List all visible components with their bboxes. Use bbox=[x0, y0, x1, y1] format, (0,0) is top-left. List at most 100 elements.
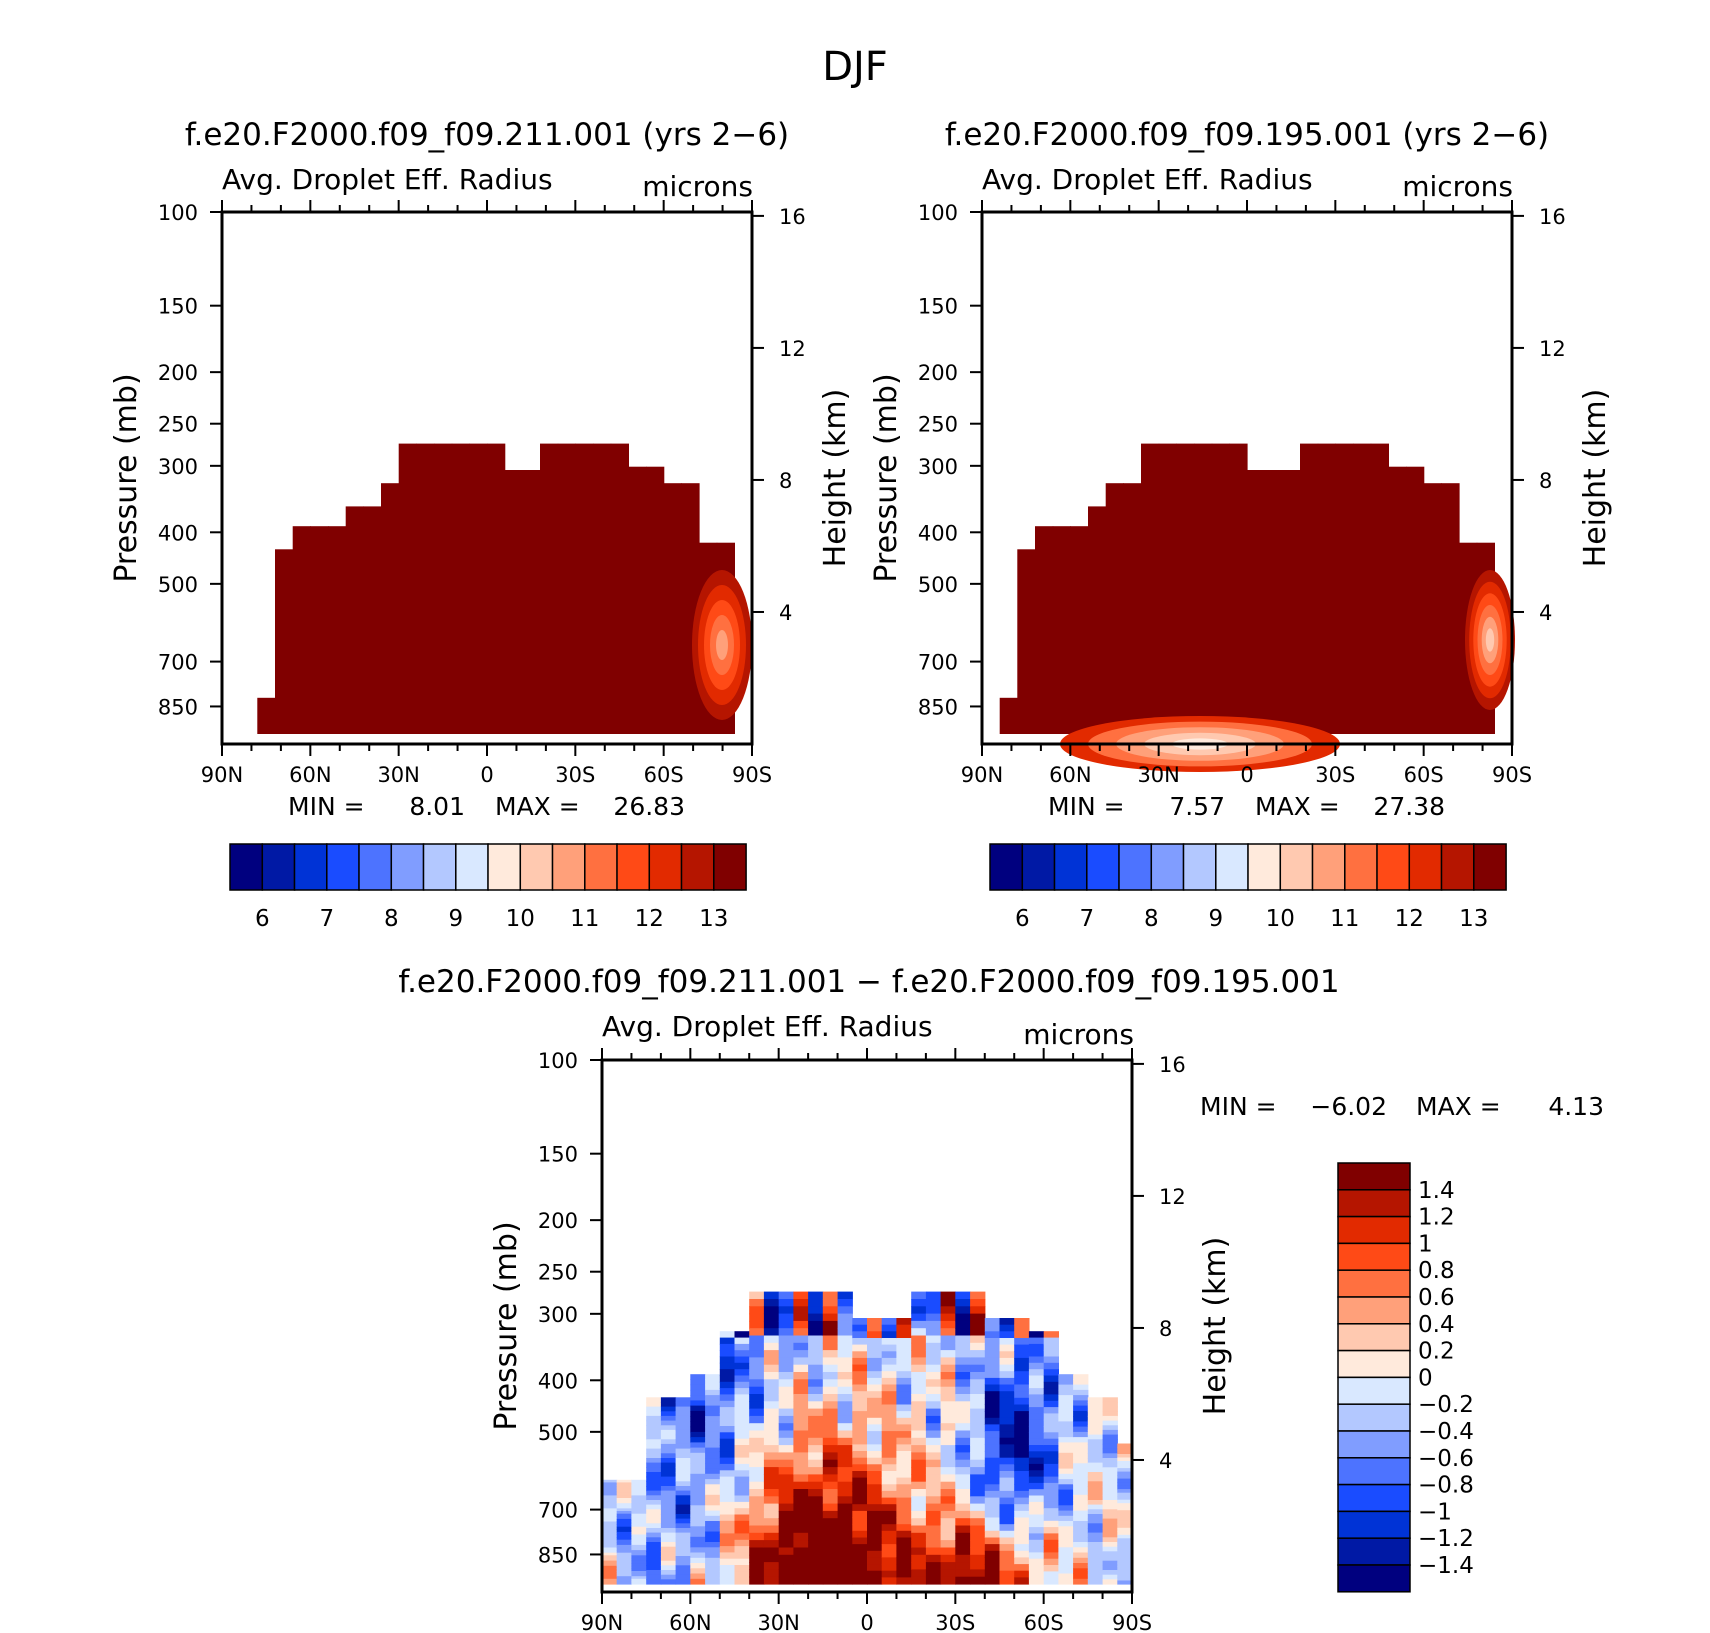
field-cell bbox=[1087, 1509, 1104, 1515]
field-cell bbox=[808, 1415, 824, 1424]
field-cell bbox=[749, 1379, 765, 1388]
field-cell bbox=[434, 443, 453, 734]
field-cell bbox=[837, 1518, 853, 1527]
panel-1-max-label: MAX = bbox=[495, 792, 580, 821]
field-cell bbox=[984, 1557, 1001, 1565]
field-cell bbox=[778, 1481, 794, 1490]
field-cell bbox=[778, 1299, 794, 1307]
field-cell bbox=[1058, 1494, 1074, 1501]
field-cell bbox=[1043, 1419, 1059, 1427]
field-cell bbox=[675, 1472, 691, 1478]
field-cell bbox=[778, 1430, 794, 1439]
panel-2: f.e20.F2000.f09_f09.195.001 (yrs 2−6) Av… bbox=[869, 117, 1613, 932]
field-cell bbox=[837, 1430, 853, 1439]
field-cell bbox=[778, 1364, 794, 1373]
field-cell bbox=[1070, 526, 1089, 734]
colorbar-label: 7 bbox=[319, 906, 334, 932]
field-cell bbox=[1141, 443, 1160, 734]
field-cell bbox=[1102, 1443, 1118, 1450]
x-tick-label: 90S bbox=[1492, 763, 1532, 787]
field-cell bbox=[734, 1381, 750, 1389]
field-cell bbox=[1158, 443, 1177, 734]
field-cell bbox=[911, 1328, 927, 1337]
field-cell bbox=[1102, 1560, 1118, 1566]
colorbar-box bbox=[713, 843, 747, 891]
field-cell bbox=[705, 1479, 721, 1485]
field-cell bbox=[1117, 1503, 1133, 1508]
field-cell bbox=[867, 1384, 883, 1392]
field-cell bbox=[646, 1472, 662, 1478]
field-cell bbox=[1058, 1526, 1074, 1533]
field-cell bbox=[719, 1369, 736, 1377]
field-cell bbox=[1028, 1533, 1045, 1541]
y-right-tick-label: 16 bbox=[1539, 205, 1566, 229]
field-cell bbox=[778, 1510, 794, 1519]
field-cell bbox=[984, 1490, 1001, 1499]
field-cell bbox=[705, 1405, 721, 1412]
field-cell bbox=[705, 1552, 721, 1559]
figure-title: DJF bbox=[822, 44, 888, 90]
field-cell bbox=[1058, 1431, 1074, 1438]
field-cell bbox=[734, 1539, 750, 1547]
field-cell bbox=[646, 1425, 662, 1431]
field-cell bbox=[749, 1496, 765, 1505]
field-cell bbox=[660, 1504, 677, 1510]
x-tick-label: 60N bbox=[289, 763, 331, 787]
field-cell bbox=[1043, 1508, 1059, 1516]
field-cell bbox=[955, 1554, 971, 1563]
field-cell bbox=[925, 1576, 942, 1585]
field-cell bbox=[925, 1452, 942, 1461]
field-cell bbox=[837, 1364, 853, 1373]
field-cell bbox=[955, 1379, 971, 1388]
colorbar-box bbox=[1118, 843, 1153, 891]
field-cell bbox=[705, 1515, 721, 1522]
field-cell bbox=[690, 1484, 706, 1491]
field-cell bbox=[1058, 1452, 1074, 1459]
field-cell bbox=[631, 1511, 647, 1515]
field-cell bbox=[616, 1555, 632, 1559]
field-cell bbox=[719, 1489, 736, 1497]
field-cell bbox=[616, 1547, 632, 1551]
field-cell bbox=[1014, 1338, 1030, 1346]
field-cell bbox=[955, 1510, 971, 1519]
field-cell bbox=[778, 1474, 794, 1483]
field-cell bbox=[749, 1415, 765, 1424]
field-cell bbox=[925, 1459, 942, 1468]
field-cell bbox=[616, 1518, 632, 1523]
field-cell bbox=[749, 1510, 765, 1519]
field-cell bbox=[763, 1328, 780, 1337]
field-cell bbox=[837, 1569, 853, 1578]
field-cell bbox=[749, 1328, 765, 1337]
field-cell bbox=[631, 1490, 647, 1494]
field-cell bbox=[940, 1306, 956, 1315]
field-cell bbox=[660, 1481, 677, 1487]
field-cell bbox=[984, 1404, 1001, 1412]
field-cell bbox=[1014, 1324, 1030, 1332]
field-cell bbox=[631, 1542, 647, 1546]
field-cell bbox=[1028, 1571, 1045, 1579]
field-cell bbox=[881, 1464, 897, 1472]
field-cell bbox=[822, 1328, 839, 1337]
field-cell bbox=[793, 1394, 809, 1402]
field-cell bbox=[837, 1313, 853, 1322]
field-cell bbox=[1058, 1521, 1074, 1527]
field-cell bbox=[1058, 1416, 1074, 1422]
field-cell bbox=[970, 1547, 986, 1556]
field-cell bbox=[940, 1423, 956, 1432]
field-cell bbox=[646, 1551, 662, 1557]
field-cell bbox=[808, 1510, 824, 1519]
field-cell bbox=[616, 1537, 632, 1541]
field-cell bbox=[896, 1364, 912, 1372]
field-cell bbox=[925, 1481, 942, 1490]
field-cell bbox=[867, 1577, 883, 1585]
panel-3-y-axis-label: Pressure (mb) bbox=[489, 1221, 524, 1430]
field-cell bbox=[593, 443, 612, 734]
field-cell bbox=[1014, 1364, 1030, 1372]
field-cell bbox=[970, 1532, 986, 1541]
field-cell bbox=[1058, 1578, 1074, 1585]
field-cell bbox=[999, 1497, 1015, 1505]
field-cell bbox=[984, 1517, 1001, 1525]
y-right-tick-label: 16 bbox=[779, 205, 806, 229]
panel-1-y-axis-label: Pressure (mb) bbox=[109, 373, 144, 582]
